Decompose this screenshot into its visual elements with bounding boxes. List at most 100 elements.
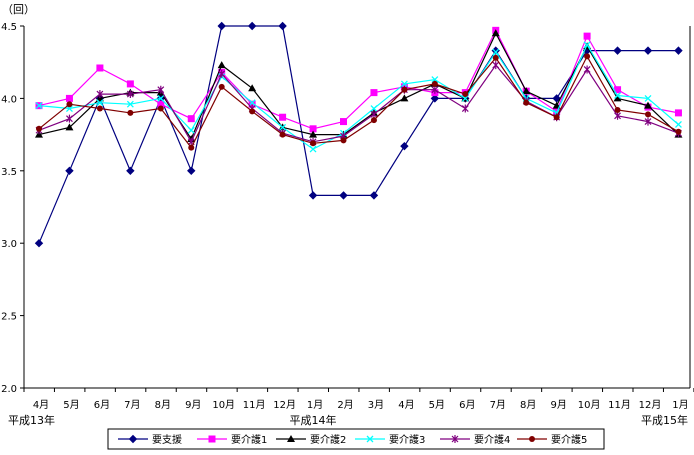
legend-label: 要介護3 [389,433,425,446]
legend-label: 要介護5 [551,433,587,446]
data-point [157,85,165,94]
data-point [96,105,103,112]
data-point [491,29,500,37]
legend-swatch-marker [287,435,295,442]
x-tick-label: 7月 [124,399,140,411]
data-point [370,110,378,119]
data-point [614,92,622,99]
data-point [35,102,43,110]
data-point [613,46,622,55]
x-tick-label: 5月 [63,399,79,411]
data-point [157,105,164,112]
legend-item-6: 要介護5 [517,433,587,446]
legend-item-4: 要介護3 [355,433,425,446]
x-tick-label: 12月 [273,399,296,411]
legend-item-2: 要介護1 [197,433,267,446]
y-tick-label: 3.0 [1,239,17,250]
data-point [248,100,256,108]
data-point [65,94,73,102]
y-axis-unit-label: （回） [2,3,35,16]
data-point [339,191,348,200]
year-label: 平成15年 [641,413,688,427]
data-point [583,32,591,40]
data-point [126,100,134,108]
legend-item-5: 要介護4 [440,433,510,446]
series-2 [35,26,682,133]
x-tick-label: 1月 [307,399,323,411]
x-tick-label: 11月 [243,399,266,411]
data-point [431,76,439,84]
legend-item-1: 要支援 [118,433,182,446]
year-label: 平成14年 [290,413,337,427]
data-point [34,238,44,248]
data-point [400,141,409,151]
data-point [96,64,104,72]
data-point [370,105,378,112]
legend-swatch-marker [208,435,216,443]
x-tick-label: 11月 [608,399,631,411]
x-tick-label: 5月 [429,399,445,411]
y-tick-label: 4.5 [1,22,17,33]
data-point [66,114,73,123]
legend-swatch-marker [529,436,535,442]
legend-swatch-marker [128,434,138,444]
data-point [308,191,318,200]
data-point [674,121,682,128]
data-point [553,114,560,121]
data-point [431,85,439,94]
data-point [523,99,530,106]
data-point [279,123,287,131]
data-point [247,21,257,31]
data-point [643,46,653,55]
data-point [583,41,591,49]
data-point [370,117,377,124]
series-line [38,64,679,144]
data-point [675,128,682,135]
data-point [157,94,165,102]
x-tick-label: 7月 [490,399,506,411]
x-tick-label: 6月 [459,399,475,411]
data-point [614,86,622,94]
x-tick-label: 2月 [337,399,353,411]
data-point [218,69,226,78]
series-line [38,43,679,150]
data-point [674,46,683,55]
data-point [400,94,409,102]
data-point [157,100,165,108]
data-point [279,131,286,138]
data-point [309,130,318,138]
data-point [217,21,226,31]
data-point [400,80,408,88]
legend-label: 要介護4 [474,433,510,446]
data-point [614,111,621,120]
data-point [430,94,440,103]
data-point [126,90,134,99]
data-point [492,54,499,61]
data-point [340,137,347,144]
data-point [674,109,682,117]
series-line [38,31,679,141]
series-3 [35,29,683,142]
data-point [187,115,195,123]
x-tick-label: 1月 [672,399,688,411]
data-point [492,61,500,70]
data-point [645,111,651,118]
data-point [96,90,104,99]
series-6 [36,53,682,151]
data-point [644,117,652,126]
data-point [279,113,287,121]
legend-item-3: 要介護2 [276,433,346,446]
y-tick-label: 3.5 [1,167,17,178]
y-tick-label: 2.0 [1,384,17,395]
x-tick-label: 8月 [155,399,171,411]
data-point [217,61,226,69]
data-point [96,99,104,107]
series-line [38,25,679,244]
data-point [65,123,74,131]
x-tick-label: 9月 [185,399,201,411]
x-tick-label: 6月 [94,399,110,411]
legend-label: 要介護2 [310,433,346,446]
data-point [431,80,438,87]
data-point [583,65,591,74]
